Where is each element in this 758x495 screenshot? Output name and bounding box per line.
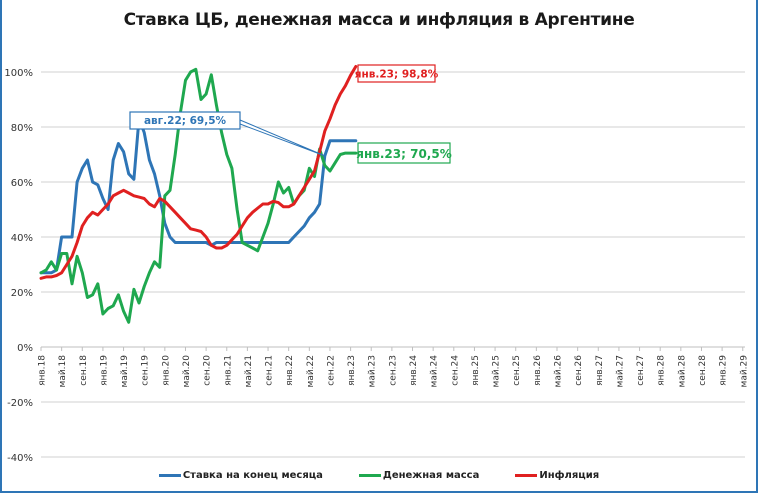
- x-tick-label: сен.23: [388, 355, 398, 386]
- legend-item-rate: Ставка на конец месяца: [158, 470, 323, 481]
- legend-label-inflation: Инфляция: [539, 470, 600, 481]
- x-tick-label: сен.28: [698, 355, 708, 386]
- annotation-label-inflation: янв.23; 98,8%: [355, 69, 439, 81]
- x-tick-label: янв.24: [409, 355, 419, 386]
- x-tick-label: май.29: [739, 355, 749, 388]
- x-tick-label: янв.18: [38, 355, 48, 386]
- x-tick-label: май.18: [58, 355, 68, 388]
- annotation-box: [129, 111, 241, 130]
- x-tick-label: май.19: [120, 355, 130, 388]
- y-tick-label: 80%: [11, 123, 33, 134]
- x-tick-label: май.23: [368, 355, 378, 387]
- x-tick-label: май.27: [615, 355, 625, 387]
- series-line-inflation: [39, 65, 358, 280]
- legend-swatch-inflation: [515, 474, 538, 477]
- x-tick-label: май.28: [677, 355, 687, 388]
- x-tick-label: сен.21: [265, 355, 275, 386]
- x-tick-label: янв.28: [657, 355, 667, 386]
- x-tick-label: сен.20: [203, 355, 213, 386]
- annotation-label-rate: авг.22; 69,5%: [144, 115, 227, 127]
- legend-item-money: Денежная масса: [358, 470, 480, 481]
- y-tick-label: 20%: [11, 288, 33, 299]
- y-tick-label: -40%: [7, 453, 33, 464]
- x-tick-label: сен.19: [141, 355, 151, 386]
- x-tick-label: сен.24: [450, 355, 460, 386]
- y-tick-label: 0%: [17, 343, 33, 354]
- legend-label-rate: Ставка на конец месяца: [182, 470, 323, 481]
- x-tick-label: янв.29: [719, 355, 729, 386]
- x-tick-label: сен.27: [636, 355, 646, 386]
- x-tick-label: май.22: [306, 355, 316, 387]
- x-tick-label: май.21: [244, 355, 254, 387]
- x-tick-label: янв.22: [285, 355, 295, 386]
- legend-swatch-rate: [158, 474, 181, 477]
- series-line-money: [39, 67, 358, 324]
- x-tick-label: май.20: [182, 355, 192, 388]
- series-line-rate: [39, 117, 358, 275]
- x-tick-label: янв.27: [595, 355, 605, 386]
- annotation-box: [357, 64, 436, 83]
- chart-title: Ставка ЦБ, денежная масса и инфляция в А…: [123, 10, 635, 30]
- legend-item-inflation: Инфляция: [515, 470, 599, 481]
- y-tick-label: -20%: [7, 398, 33, 409]
- y-tick-label: 100%: [4, 68, 33, 79]
- chart-legend: Ставка на конец месяца Денежная масса Ин…: [0, 470, 758, 481]
- annotation-leader: [239, 119, 325, 157]
- x-tick-label: май.25: [492, 355, 502, 387]
- x-tick-label: янв.23: [347, 355, 357, 386]
- x-tick-label: янв.19: [99, 355, 109, 386]
- x-tick-label: янв.20: [161, 355, 171, 386]
- x-tick-label: сен.25: [512, 355, 522, 386]
- legend-label-money: Денежная масса: [382, 470, 480, 481]
- legend-swatch-money: [358, 474, 381, 477]
- annotation-box: [357, 142, 451, 164]
- x-tick-label: май.26: [554, 355, 564, 388]
- x-tick-label: сен.26: [574, 355, 584, 386]
- x-tick-label: янв.26: [533, 355, 543, 386]
- y-tick-label: 60%: [11, 178, 33, 189]
- x-tick-label: янв.21: [223, 355, 233, 386]
- y-tick-label: 40%: [11, 233, 33, 244]
- x-tick-label: май.24: [430, 355, 440, 388]
- x-tick-label: сен.18: [79, 355, 89, 386]
- x-tick-label: янв.25: [471, 355, 481, 386]
- annotation-label-money: янв.23; 70,5%: [356, 147, 451, 161]
- x-tick-label: сен.22: [326, 355, 336, 386]
